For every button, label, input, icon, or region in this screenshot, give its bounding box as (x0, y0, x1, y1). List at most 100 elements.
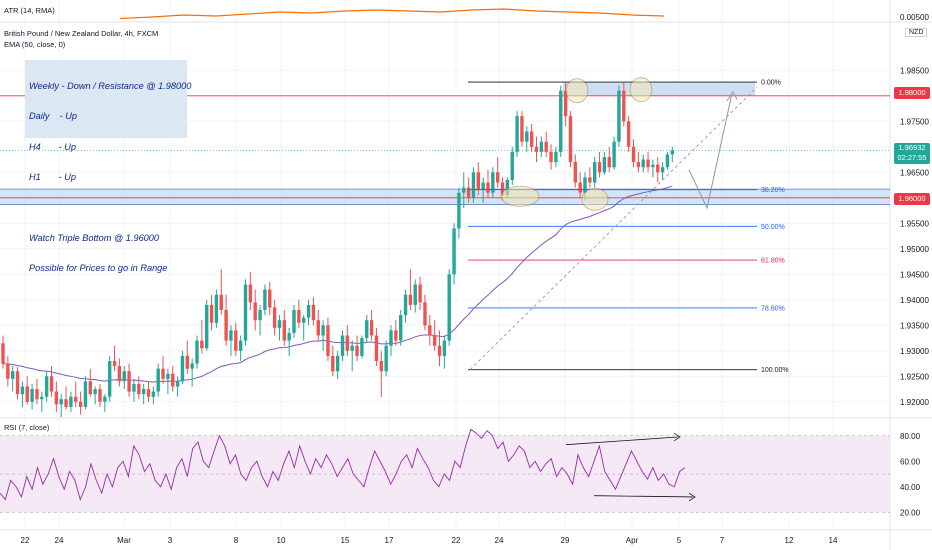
time-tick-label: 12 (785, 536, 794, 545)
price-tick-label: 1.93500 (900, 321, 929, 330)
price-tick-label: 1.94000 (900, 296, 929, 305)
ema-legend[interactable]: EMA (50, close, 0) (4, 40, 66, 49)
time-tick-label: 22 (21, 536, 30, 545)
candle-body (205, 304, 209, 349)
atr-tick-label: 0.00500 (900, 13, 929, 22)
time-tick-label: 24 (55, 536, 64, 545)
candle-body (103, 396, 107, 402)
candle-body (11, 371, 15, 379)
candle-body (108, 361, 112, 397)
candle-body (209, 304, 214, 323)
note-line: Weekly - Down / Resistance @ 1.98000 (29, 81, 192, 92)
candle-body (462, 187, 466, 193)
note-line (29, 202, 191, 212)
candle-body (399, 315, 403, 341)
candle-body (660, 167, 665, 173)
candle-body (49, 376, 54, 392)
ema-line (2, 185, 673, 383)
candle-body (442, 340, 447, 356)
candle-body (471, 172, 476, 198)
rsi-divergence-lower (593, 495, 694, 498)
candle-body (88, 381, 92, 395)
candle-body (335, 355, 340, 372)
candle-body (496, 172, 500, 183)
candle-body (583, 177, 587, 193)
candle-body (311, 304, 316, 321)
candle-body (432, 335, 437, 346)
candle-body (631, 146, 636, 163)
candle-body (656, 164, 660, 173)
fib-level-label: 61.80% (761, 258, 785, 265)
price-tick-label: 1.92500 (900, 372, 929, 381)
time-tick-label: Mar (117, 536, 131, 545)
candle-body (40, 396, 44, 400)
candle-body (287, 332, 291, 341)
candle-body (15, 371, 20, 395)
candle-body (248, 284, 253, 303)
candle-body (83, 381, 88, 407)
candle-body (520, 116, 524, 142)
bottom-highlight-circle (581, 187, 609, 211)
candle-body (74, 396, 78, 402)
resistance-price-tag: 1.98000 (894, 87, 930, 99)
price-tick-label: 1.94500 (900, 270, 929, 279)
rsi-line (0, 428, 686, 501)
fib-level-label: 78.60% (761, 305, 785, 312)
rsi-tick-label: 80.00 (900, 432, 921, 441)
atr-legend[interactable]: ATR (14, RMA) (4, 6, 55, 15)
candle-body (185, 355, 189, 369)
candle-body (166, 373, 170, 379)
candle-body (360, 338, 364, 356)
candle-body (529, 131, 534, 147)
currency-badge[interactable]: NZD (905, 28, 928, 37)
candle-body (127, 371, 131, 392)
rsi-tick-label: 40.00 (900, 483, 921, 492)
note-line: Possible for Prices to go in Range (29, 262, 168, 273)
time-tick-label: 3 (168, 536, 173, 545)
candle-body (200, 340, 204, 349)
rsi-legend[interactable]: RSI (7, close) (4, 423, 50, 432)
analysis-note[interactable]: Weekly - Down / Resistance @ 1.98000 Dai… (29, 61, 191, 283)
candle-body (195, 340, 199, 364)
resistance-zone (563, 82, 755, 96)
candle-body (219, 294, 223, 310)
candle-body (670, 150, 674, 155)
current-price-tag: 1.96932 02:27:55 (894, 143, 930, 164)
time-tick-label: 8 (234, 536, 239, 545)
candle-body (44, 376, 49, 397)
candle-body (137, 383, 141, 395)
candle-body (466, 187, 471, 198)
time-tick-label: 29 (561, 536, 570, 545)
candle-body (214, 294, 219, 323)
candle-body (505, 179, 510, 196)
candle-body (355, 345, 359, 356)
candle-body (180, 355, 185, 382)
candle-body (510, 151, 514, 180)
atr-line (119, 8, 665, 20)
candle-body (515, 116, 519, 152)
candle-body (384, 345, 388, 372)
candle-body (156, 368, 160, 392)
candle-body (617, 90, 621, 142)
note-line: Watch Triple Bottom @ 1.96000 (29, 232, 160, 243)
candle-body (476, 172, 480, 191)
candle-body (282, 320, 286, 341)
rsi-tick-label: 20.00 (900, 508, 921, 517)
candle-body (54, 391, 59, 405)
candle-body (141, 389, 146, 395)
projection-path (688, 93, 733, 210)
bar-countdown: 02:27:55 (897, 153, 927, 162)
price-tick-label: 1.95500 (900, 219, 929, 228)
fib-level-label: 50.00% (761, 224, 785, 231)
note-background (25, 60, 187, 138)
time-tick-label: Apr (626, 536, 639, 545)
candle-body (112, 361, 117, 367)
candle-body (374, 335, 379, 361)
candle-body (452, 228, 456, 275)
candle-body (486, 182, 490, 193)
symbol-title[interactable]: British Pound / New Zealand Dollar, 4h, … (4, 29, 159, 38)
candle-body (20, 386, 25, 395)
candle-body (588, 177, 592, 183)
candle-body (481, 182, 485, 191)
